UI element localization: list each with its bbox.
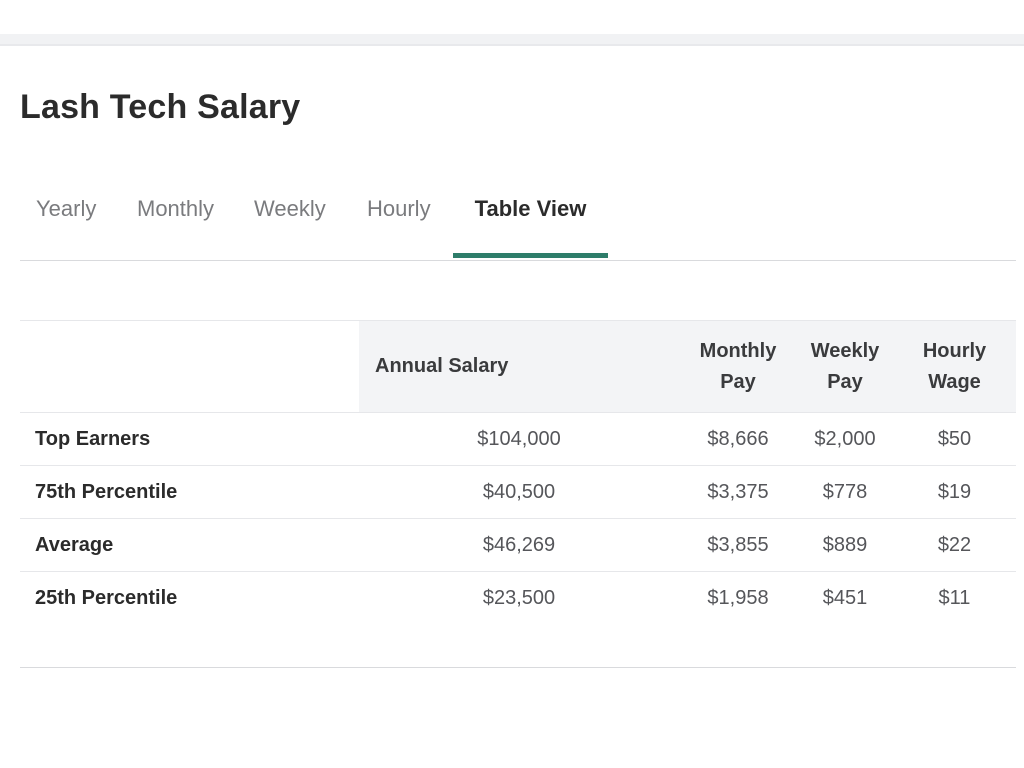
header-weekly-pay: Weekly Pay <box>797 320 893 413</box>
tab-monthly[interactable]: Monthly <box>137 196 215 221</box>
header-monthly-line2: Pay <box>720 370 756 393</box>
hourly-wage-cell: $19 <box>893 465 1016 519</box>
row-label: Top Earners <box>20 412 359 466</box>
active-tab-indicator <box>453 253 608 258</box>
hourly-wage-cell: $11 <box>893 571 1016 625</box>
weekly-pay-cell: $451 <box>797 571 893 625</box>
weekly-pay-cell: $889 <box>797 518 893 572</box>
row-label: Average <box>20 518 359 572</box>
annual-salary-cell: $23,500 <box>359 571 679 625</box>
weekly-pay-cell: $2,000 <box>797 412 893 466</box>
header-weekly-line2: Pay <box>827 370 863 393</box>
tab-hourly[interactable]: Hourly <box>367 196 431 221</box>
header-hourly-wage: Hourly Wage <box>893 320 1016 413</box>
header-hourly-line2: Wage <box>928 370 981 393</box>
table-row: Average $46,269 $3,855 $889 $22 <box>20 518 1016 572</box>
annual-salary-cell: $40,500 <box>359 465 679 519</box>
bottom-divider <box>20 667 1016 668</box>
monthly-pay-cell: $1,958 <box>679 571 797 625</box>
monthly-pay-cell: $3,375 <box>679 465 797 519</box>
monthly-pay-cell: $8,666 <box>679 412 797 466</box>
header-blank-cell <box>20 320 359 413</box>
top-bar <box>0 0 1024 48</box>
row-label: 25th Percentile <box>20 571 359 625</box>
table-row: Top Earners $104,000 $8,666 $2,000 $50 <box>20 412 1016 466</box>
annual-salary-cell: $104,000 <box>359 412 679 466</box>
hourly-wage-cell: $50 <box>893 412 1016 466</box>
row-label: 75th Percentile <box>20 465 359 519</box>
monthly-pay-cell: $3,855 <box>679 518 797 572</box>
table-header-row: Annual Salary Monthly Pay Weekly Pay Hou… <box>20 320 1016 413</box>
header-annual-salary: Annual Salary <box>359 320 679 413</box>
table-row: 25th Percentile $23,500 $1,958 $451 $11 <box>20 571 1016 625</box>
header-monthly-line1: Monthly <box>699 339 777 362</box>
header-hourly-line1: Hourly <box>922 339 987 362</box>
weekly-pay-cell: $778 <box>797 465 893 519</box>
table-row: 75th Percentile $40,500 $3,375 $778 $19 <box>20 465 1016 519</box>
tab-bar: Yearly Monthly Weekly Hourly Table View <box>20 180 1016 261</box>
header-weekly-line1: Weekly <box>810 339 880 362</box>
hourly-wage-cell: $22 <box>893 518 1016 572</box>
tab-table-view[interactable]: Table View <box>474 196 587 221</box>
header-monthly-pay: Monthly Pay <box>679 320 797 413</box>
salary-table: Annual Salary Monthly Pay Weekly Pay Hou… <box>20 320 1016 625</box>
annual-salary-cell: $46,269 <box>359 518 679 572</box>
tab-yearly[interactable]: Yearly <box>36 196 97 221</box>
tab-weekly[interactable]: Weekly <box>254 196 326 221</box>
page-title: Lash Tech Salary <box>20 88 301 126</box>
